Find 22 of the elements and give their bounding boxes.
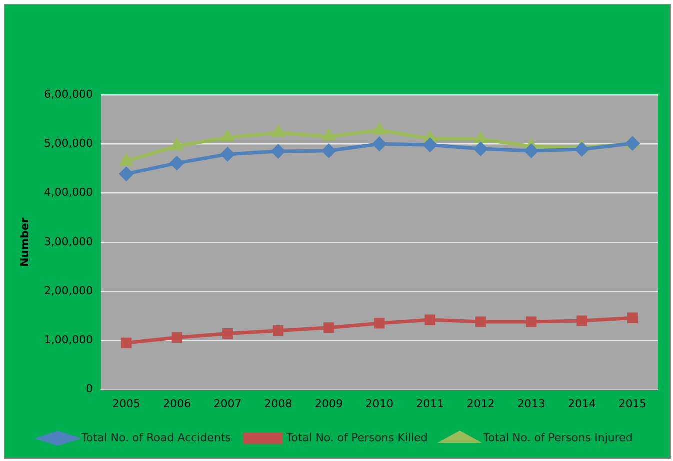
legend-label: Total No. of Persons Injured (482, 431, 633, 444)
y-axis-title: Number (18, 217, 32, 268)
x-tick-label: 2013 (517, 397, 546, 410)
x-tick-label: 2015 (618, 397, 647, 410)
x-tick-label: 2011 (416, 397, 444, 410)
x-tick-label: 2005 (112, 397, 140, 410)
x-tick-label: 2010 (366, 397, 394, 410)
y-tick-label: 1,00,000 (44, 334, 94, 347)
x-tick-label: 2007 (214, 397, 242, 410)
y-tick-label: 6,00,000 (44, 88, 94, 101)
y-tick-label: 2,00,000 (44, 284, 94, 298)
legend-label: Total No. of Persons Killed (286, 431, 428, 444)
y-tick-label: 0 (86, 382, 94, 396)
x-tick-label: 2012 (466, 397, 495, 410)
legend-label: Total No. of Road Accidents (80, 431, 232, 444)
x-tick-label: 2014 (568, 397, 596, 410)
y-tick-label: 5,00,000 (44, 136, 94, 150)
y-tick-label: 3,00,000 (44, 235, 94, 248)
y-tick-label: 4,00,000 (44, 186, 94, 200)
x-tick-label: 2009 (314, 397, 343, 410)
x-tick-label: 2006 (163, 397, 192, 410)
x-tick-label: 2008 (264, 397, 292, 410)
